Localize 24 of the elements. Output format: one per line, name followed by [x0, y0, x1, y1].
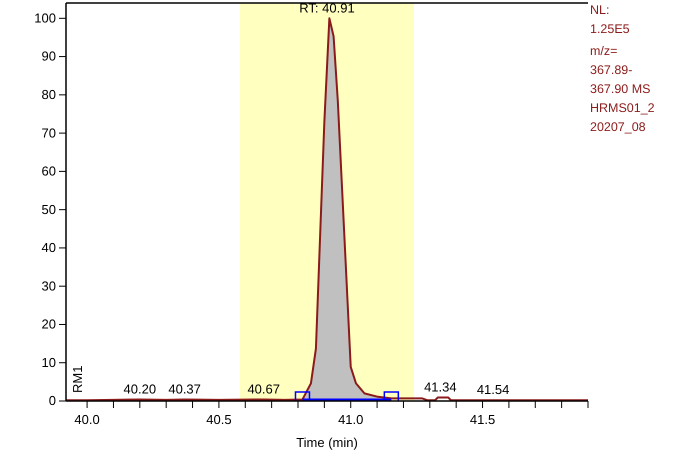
annotation: 40.20 — [124, 381, 156, 396]
annotation: RM1 — [70, 366, 85, 393]
y-tick-label: 10 — [42, 354, 56, 370]
x-tick-label: 40.0 — [74, 412, 100, 427]
annotation: 41.34 — [424, 380, 457, 395]
annotation: 41.54 — [476, 382, 510, 398]
text: m/z= 367.89-367.90 MS HRMS01_220207_08 — [590, 44, 655, 134]
x-tick-label: 41.0 — [338, 412, 364, 427]
annotation: 40.37 — [168, 381, 201, 396]
y-tick-label: 60 — [42, 164, 56, 179]
y-tick-label: 90 — [42, 48, 56, 64]
annotation: 40.67 — [247, 381, 280, 396]
y-tick-label: 40 — [42, 240, 56, 256]
y-tick-label: 100 — [34, 10, 56, 26]
y-tick-label: 20 — [42, 316, 56, 332]
y-tick-label: 70 — [42, 125, 56, 140]
x-tick-label: 41.5 — [470, 412, 496, 427]
y-tick-label: 50 — [42, 202, 56, 217]
x-tick-label: 40.5 — [206, 412, 232, 427]
y-tick-label: 0 — [48, 393, 56, 408]
y-tick-label: 30 — [42, 278, 56, 294]
annotation: RT: 40.91 — [299, 0, 355, 16]
x-axis-title: Time (min) — [296, 435, 358, 450]
y-tick-label: 80 — [42, 87, 56, 102]
